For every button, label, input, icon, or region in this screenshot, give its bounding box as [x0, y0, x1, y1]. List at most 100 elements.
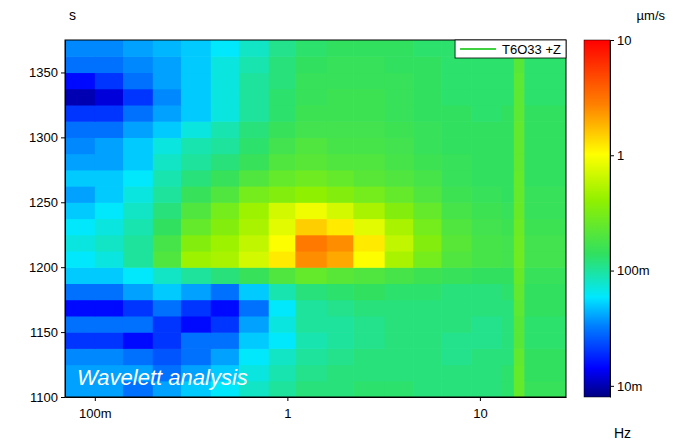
cell: [269, 137, 296, 154]
cell: [502, 381, 515, 397]
tick-label: 10: [473, 406, 487, 421]
cell: [514, 137, 525, 154]
cell: [295, 267, 327, 284]
cell: [123, 186, 153, 203]
tick-mark: [95, 397, 96, 401]
cell: [327, 89, 354, 106]
cell: [514, 267, 525, 284]
cell: [153, 154, 182, 171]
cell: [181, 300, 211, 317]
cell: [413, 202, 442, 219]
cell: [65, 154, 95, 171]
cell: [353, 121, 385, 138]
plot-frame: [65, 40, 566, 397]
cell: [153, 72, 182, 89]
cell: [123, 316, 153, 333]
cell: [441, 170, 471, 187]
cell: [327, 56, 354, 73]
cell: [524, 332, 566, 349]
cell: [211, 137, 240, 154]
cell: [471, 381, 502, 397]
tick-label: 100m: [79, 406, 112, 421]
cell: [211, 40, 240, 57]
cell: [295, 348, 327, 365]
cell: [385, 154, 414, 171]
cell: [295, 170, 327, 187]
cell: [471, 235, 502, 252]
cell: [181, 348, 211, 365]
cell: [123, 40, 153, 57]
cell: [295, 332, 327, 349]
cell: [502, 170, 515, 187]
cell: [353, 89, 385, 106]
cell: [181, 154, 211, 171]
cell: [269, 332, 296, 349]
cell: [95, 56, 124, 73]
cell: [65, 121, 95, 138]
cell: [123, 267, 153, 284]
cell: [514, 186, 525, 203]
cell: [269, 89, 296, 106]
cell: [385, 251, 414, 268]
cell: [502, 56, 515, 73]
cell: [524, 381, 566, 397]
cell: [65, 235, 95, 252]
cell: [211, 154, 240, 171]
cell: [95, 121, 124, 138]
cell: [181, 219, 211, 236]
cell: [353, 332, 385, 349]
cell: [211, 202, 240, 219]
cell: [123, 283, 153, 300]
colorbar-tick: 1: [610, 148, 624, 163]
cell: [181, 72, 211, 89]
cell: [502, 202, 515, 219]
cell: [413, 300, 442, 317]
cell: [153, 89, 182, 106]
cell: [123, 235, 153, 252]
cell: [353, 186, 385, 203]
cell: [471, 283, 502, 300]
cell: [123, 72, 153, 89]
cell: [353, 105, 385, 122]
cell: [269, 316, 296, 333]
cell: [153, 40, 182, 57]
cell: [153, 316, 182, 333]
cell: [181, 251, 211, 268]
cell: [95, 235, 124, 252]
cell: [239, 56, 269, 73]
cell: [502, 137, 515, 154]
cell: [65, 40, 95, 57]
cell: [441, 332, 471, 349]
cell: [353, 348, 385, 365]
cell: [413, 154, 442, 171]
cell: [471, 348, 502, 365]
cell: [471, 202, 502, 219]
cell: [514, 332, 525, 349]
cell: [502, 316, 515, 333]
cell: [181, 89, 211, 106]
cell: [181, 332, 211, 349]
cell: [441, 186, 471, 203]
cell: [211, 267, 240, 284]
cell: [441, 154, 471, 171]
cell: [441, 235, 471, 252]
cell: [413, 381, 442, 397]
cell: [181, 316, 211, 333]
cell: [239, 348, 269, 365]
cell: [385, 72, 414, 89]
cell: [514, 316, 525, 333]
cell: [514, 235, 525, 252]
cell: [153, 332, 182, 349]
cell: [153, 235, 182, 252]
cell: [502, 365, 515, 382]
cell: [269, 300, 296, 317]
cell: [327, 381, 354, 397]
cell: [353, 381, 385, 397]
cell: [413, 89, 442, 106]
cell: [269, 105, 296, 122]
cell: [65, 300, 95, 317]
cell: [471, 267, 502, 284]
cell: [502, 348, 515, 365]
cell: [239, 316, 269, 333]
cell: [153, 121, 182, 138]
